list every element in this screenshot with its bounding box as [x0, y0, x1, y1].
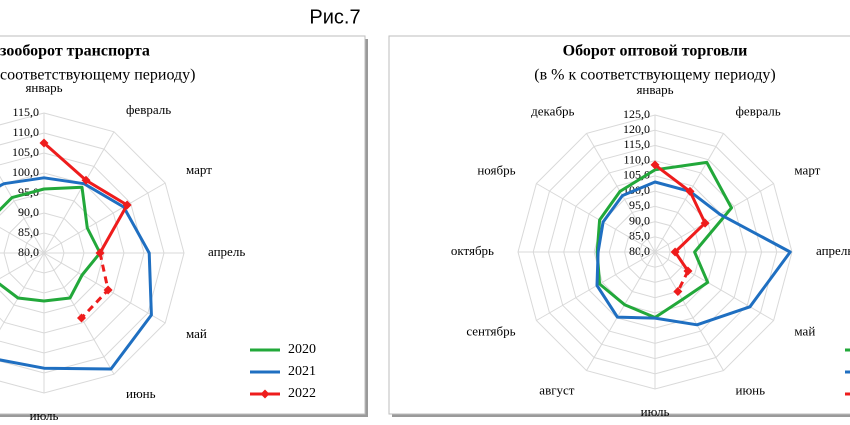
grid-line: [23, 232, 65, 274]
spoke: [0, 227, 45, 254]
chart-subtitle: соответствующему периоду): [0, 67, 195, 84]
y-tick-label: 110,0: [12, 125, 39, 139]
point-marker: [103, 285, 113, 295]
spoke: [43, 131, 115, 254]
y-tick-label: 110,0: [623, 152, 650, 166]
chart-title: Оборот оптовой торговли: [563, 43, 748, 60]
grid-line: [517, 114, 793, 390]
spoke: [43, 182, 166, 254]
grid-line: [0, 132, 165, 374]
chart-panel: Оборот оптовой торговли (в % к соответств…: [388, 35, 850, 419]
series-line: [595, 180, 792, 327]
legend-marker: [260, 389, 270, 399]
y-tick-label: 85,0: [18, 225, 39, 239]
spoke: [0, 252, 45, 279]
category-label: декабрь: [531, 104, 574, 119]
y-tick-label: 115,0: [623, 137, 650, 151]
series-line: [0, 176, 153, 371]
grid-line: [0, 192, 105, 314]
spoke: [536, 183, 656, 253]
y-tick-label: 95,0: [629, 198, 650, 212]
grid-line: [563, 160, 747, 344]
point-marker: [650, 160, 660, 170]
category-label: март: [186, 162, 212, 177]
category-label: сентябрь: [466, 323, 515, 338]
category-label: апрель: [208, 244, 245, 259]
chart-panel: зооборот транспорта соответствующему пери…: [0, 35, 368, 423]
point-marker: [122, 200, 132, 210]
category-label: май: [794, 323, 815, 338]
grid-line: [624, 221, 686, 283]
figure-label: Рис.7: [309, 6, 360, 28]
spoke: [654, 251, 724, 371]
grid-line: [608, 205, 702, 299]
y-tick-label: 125,0: [623, 107, 650, 121]
grid-line: [0, 172, 125, 334]
point-marker: [700, 218, 710, 228]
point-marker: [39, 138, 49, 148]
chart-subtitle: (в % к соответствующему периоду): [534, 67, 775, 84]
category-label: март: [794, 162, 820, 177]
point-marker: [77, 313, 86, 323]
grid-line: [0, 152, 145, 354]
y-tick-label: 115,0: [12, 105, 39, 119]
spoke: [0, 175, 45, 254]
category-label: январь: [25, 80, 62, 95]
y-tick-label: 85,0: [629, 229, 650, 243]
y-tick-label: 120,0: [623, 122, 650, 136]
series-line: [0, 185, 102, 303]
spoke: [654, 183, 774, 253]
y-tick-label: 90,0: [18, 205, 39, 219]
category-label: февраль: [126, 102, 171, 117]
grid-line: [532, 129, 778, 375]
legend-label: 2021: [288, 364, 316, 379]
point-marker: [95, 248, 105, 258]
y-tick-label: 80,0: [18, 245, 39, 259]
grid-line: [0, 112, 185, 394]
grid-line: [547, 144, 763, 360]
y-tick-label: 100,0: [12, 165, 39, 179]
point-marker: [683, 266, 693, 276]
category-label: апрель: [816, 243, 850, 258]
category-label: август: [539, 382, 575, 397]
series-line: [676, 270, 690, 293]
category-label: июнь: [126, 386, 156, 401]
spoke: [536, 251, 656, 321]
spoke: [586, 251, 656, 371]
y-tick-label: 105,0: [12, 145, 39, 159]
chart-title: зооборот транспорта: [0, 43, 150, 60]
panel: [0, 35, 366, 415]
legend-label: 2022: [288, 386, 316, 401]
spoke: [0, 252, 45, 331]
category-label: июль: [641, 404, 670, 419]
category-label: февраль: [736, 104, 781, 119]
category-label: май: [186, 326, 207, 341]
point-marker: [670, 247, 680, 257]
category-label: июль: [30, 408, 59, 423]
grid-line: [639, 236, 671, 268]
category-label: октябрь: [451, 243, 494, 258]
point-marker: [81, 175, 91, 185]
spoke: [654, 251, 774, 321]
category-label: январь: [636, 82, 673, 97]
spoke: [43, 252, 115, 375]
point-marker: [673, 287, 683, 297]
series-line: [43, 141, 129, 254]
grid-line: [3, 212, 85, 294]
category-label: июнь: [736, 382, 766, 397]
spoke: [43, 252, 166, 324]
legend-label: 2020: [288, 342, 316, 357]
y-tick-label: 90,0: [629, 213, 650, 227]
category-label: ноябрь: [477, 162, 515, 177]
point-marker: [685, 186, 695, 196]
y-tick-label: 80,0: [629, 244, 650, 258]
